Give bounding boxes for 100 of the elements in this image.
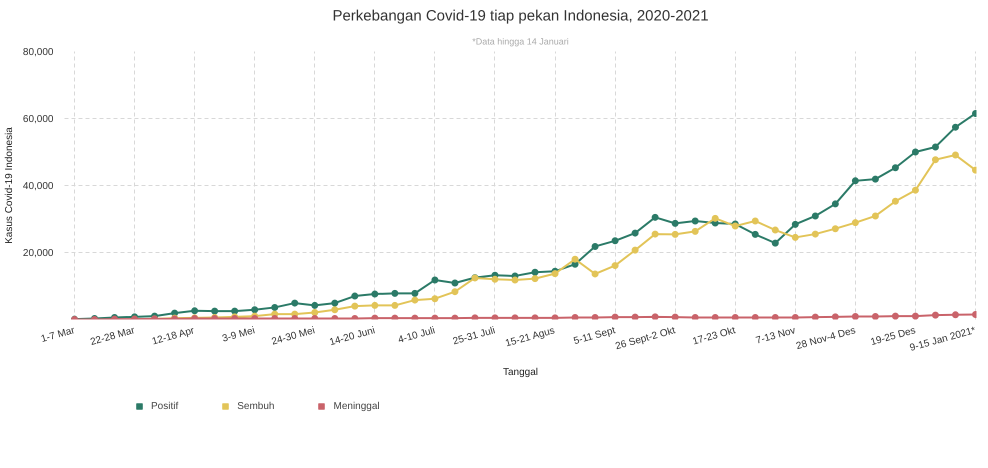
point bbox=[491, 314, 498, 320]
x-tick-label: 4-10 Juli bbox=[397, 325, 436, 346]
chart-subtitle: *Data hingga 14 Januari bbox=[472, 36, 569, 46]
point bbox=[431, 295, 438, 302]
point bbox=[331, 306, 338, 314]
point bbox=[912, 148, 919, 156]
x-tick-label: 12-18 Apr bbox=[150, 325, 196, 348]
point bbox=[932, 143, 939, 150]
point bbox=[592, 242, 599, 250]
point bbox=[572, 314, 579, 320]
point bbox=[712, 314, 719, 320]
chart-title: Perkebangan Covid-19 tiap pekan Indonesia, 2020-2021 bbox=[332, 8, 709, 24]
point bbox=[552, 270, 559, 278]
point bbox=[932, 156, 939, 164]
point bbox=[812, 314, 819, 320]
legend-label: Sembuh bbox=[237, 400, 274, 412]
point bbox=[592, 314, 599, 320]
y-axis-title: Kasus Covid-19 Indonesia bbox=[4, 126, 15, 244]
point bbox=[612, 314, 619, 320]
point bbox=[411, 290, 418, 297]
point bbox=[371, 302, 378, 309]
point bbox=[772, 226, 779, 234]
point bbox=[892, 312, 899, 320]
point bbox=[191, 307, 198, 314]
point bbox=[612, 237, 619, 244]
point bbox=[532, 314, 539, 320]
x-tick-label: 17-23 Okt bbox=[691, 325, 737, 348]
point bbox=[511, 276, 518, 284]
point bbox=[552, 314, 559, 320]
point bbox=[752, 230, 759, 238]
point bbox=[772, 314, 779, 320]
point bbox=[692, 218, 699, 225]
point bbox=[892, 164, 899, 172]
point bbox=[511, 314, 518, 320]
x-tick-label: 28 Nov-4 Des bbox=[794, 325, 857, 352]
point bbox=[371, 290, 378, 298]
point bbox=[391, 302, 398, 309]
point bbox=[271, 304, 278, 311]
point bbox=[932, 312, 939, 319]
point bbox=[852, 177, 859, 184]
y-tick-label: 20,000 bbox=[22, 248, 54, 259]
point bbox=[852, 312, 859, 320]
point bbox=[712, 214, 719, 222]
x-tick-label: 26 Sept-2 Okt bbox=[614, 325, 677, 352]
point bbox=[672, 230, 679, 238]
point bbox=[451, 288, 458, 296]
x-axis-title: Tanggal bbox=[502, 367, 538, 378]
x-tick-label: 25-31 Juli bbox=[452, 325, 496, 348]
point bbox=[231, 308, 238, 315]
x-tick-label: 1-7 Mar bbox=[40, 325, 77, 345]
point bbox=[812, 212, 819, 220]
point bbox=[291, 300, 298, 307]
point bbox=[872, 312, 879, 320]
x-tick-label: 24-30 Mei bbox=[270, 325, 316, 348]
y-tick-label: 40,000 bbox=[22, 181, 54, 192]
point bbox=[912, 312, 919, 320]
point bbox=[952, 124, 959, 131]
point bbox=[752, 218, 759, 225]
point bbox=[211, 308, 218, 315]
point bbox=[491, 276, 498, 283]
x-tick-label: 3-9 Mei bbox=[221, 325, 256, 345]
point bbox=[451, 279, 458, 286]
point bbox=[532, 275, 539, 282]
y-tick-label: 60,000 bbox=[22, 114, 54, 125]
x-tick-label: 22-28 Mar bbox=[89, 325, 137, 348]
point bbox=[532, 268, 539, 276]
point bbox=[652, 313, 659, 320]
point bbox=[572, 256, 579, 263]
point bbox=[692, 314, 699, 320]
point bbox=[431, 276, 438, 284]
point bbox=[752, 314, 759, 320]
point bbox=[652, 230, 659, 238]
point bbox=[391, 290, 398, 297]
point bbox=[632, 246, 639, 254]
point bbox=[351, 292, 358, 300]
point bbox=[592, 270, 599, 278]
point bbox=[852, 219, 859, 226]
point bbox=[872, 212, 879, 220]
x-tick-label: 5-11 Sept bbox=[572, 325, 617, 348]
point bbox=[732, 314, 739, 320]
point bbox=[792, 314, 799, 320]
point bbox=[632, 314, 639, 320]
x-tick-label: 15-21 Agus bbox=[504, 325, 556, 350]
legend-label: Meninggal bbox=[333, 400, 380, 412]
point bbox=[311, 308, 318, 316]
y-tick-label: 80,000 bbox=[22, 47, 54, 58]
point bbox=[772, 240, 779, 247]
point bbox=[331, 300, 338, 307]
x-tick-label: 7-13 Nov bbox=[754, 325, 797, 347]
point bbox=[792, 220, 799, 228]
point bbox=[872, 176, 879, 183]
point bbox=[411, 296, 418, 304]
point bbox=[812, 230, 819, 238]
point bbox=[351, 302, 358, 310]
point bbox=[912, 186, 919, 194]
point bbox=[612, 262, 619, 270]
point bbox=[692, 228, 699, 235]
point bbox=[792, 234, 799, 241]
legend-label: Positif bbox=[151, 400, 178, 412]
point bbox=[652, 214, 659, 221]
